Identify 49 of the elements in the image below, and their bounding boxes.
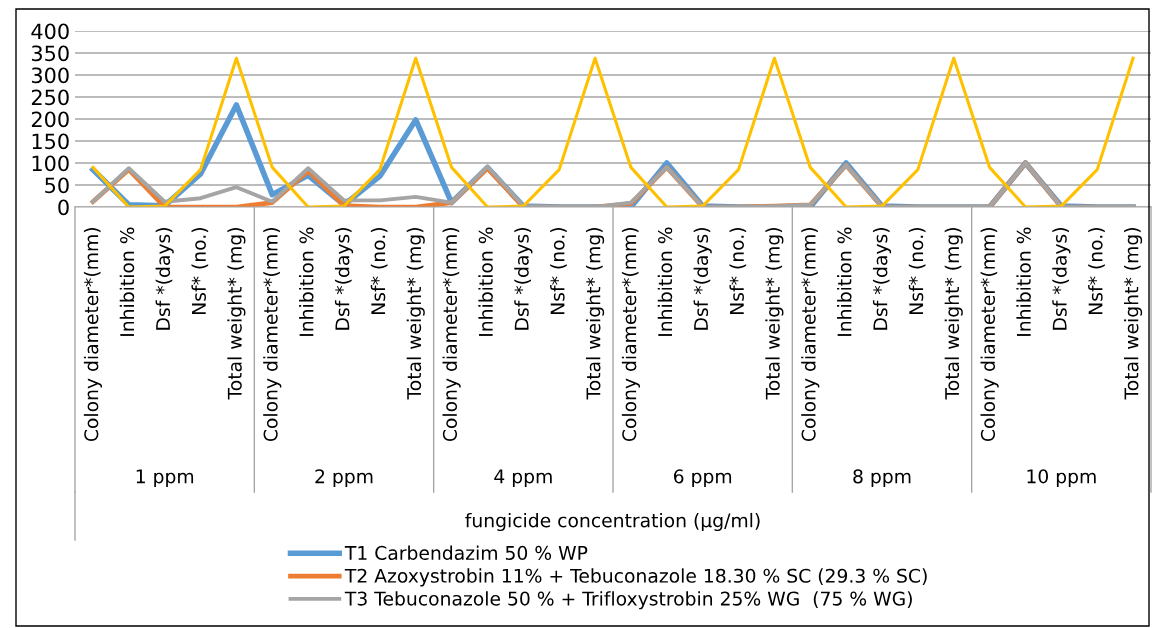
text: 2 ppm	[315, 469, 373, 488]
x-tick-label: Nsf* (no.)	[908, 228, 926, 314]
x-tick-label: Nsf* (no.)	[729, 228, 747, 314]
x-tick-label: Total weight* (mg)	[765, 228, 784, 400]
x-tick-label: Dsf *(days)	[693, 228, 712, 330]
x-tick-label: Total weight* (mg)	[406, 228, 425, 400]
text: 8 ppm	[853, 469, 911, 488]
x-tick-label: Total weight* (mg)	[585, 228, 605, 400]
x-tick-label: Colony diameter*(mm)	[801, 228, 820, 442]
x-tick-label: Colony diameter*(mm)	[980, 228, 999, 442]
x-tick-label: Dsf *(days)	[872, 228, 892, 330]
y-tick-label: 150	[32, 133, 69, 150]
x-tick-label: Inhibition %	[299, 227, 314, 336]
text: 6 ppm	[674, 469, 732, 488]
x-tick-label: Inhibition %	[837, 227, 852, 336]
x-tick-label: Nsf* (no.)	[191, 228, 209, 314]
x-tick-label: Colony diameter*(mm)	[621, 228, 641, 442]
text: 4 ppm	[494, 469, 552, 488]
y-tick-label: 200	[31, 111, 69, 128]
x-tick-label: Colony diameter*(mm)	[83, 228, 103, 442]
x-tick-label: Dsf *(days)	[334, 228, 354, 330]
x-tick-label: Total weight* (mg)	[227, 228, 246, 400]
x-tick-label: Inhibition %	[657, 227, 673, 336]
x-tick-label: Nsf* (no.)	[370, 228, 388, 314]
x-tick-label: Nsf* (no.)	[550, 228, 567, 314]
x-tick-label: Dsf *(days)	[155, 228, 174, 330]
text: 1 ppm	[136, 469, 194, 488]
x-tick-label: Nsf* (no.)	[1088, 228, 1105, 314]
y-tick-label: 50	[45, 177, 69, 194]
x-tick-label: Total weight* (mg)	[944, 228, 963, 400]
x-tick-label: Dsf *(days)	[1052, 228, 1071, 330]
x-tick-label: Dsf *(days)	[514, 228, 533, 330]
legend-label: T1 Carbendazim 50 % WP	[344, 545, 588, 561]
x-axis-title: fungicide concentration (µg/ml)	[465, 512, 760, 532]
y-tick-label: 400	[31, 23, 69, 40]
x-tick-label: Colony diameter*(mm)	[263, 228, 282, 442]
text: 10 ppm	[1027, 469, 1096, 488]
legend-label: T2 Azoxystrobin 11% + Tebuconazole 18.30 % SC (29.3 % SC)	[344, 568, 927, 587]
x-tick-label: Inhibition %	[119, 227, 135, 336]
x-tick-label: Colony diameter*(mm)	[442, 228, 461, 442]
y-tick-label: 350	[31, 45, 69, 62]
y-tick-label: 0	[58, 199, 69, 216]
y-tick-label: 300	[31, 67, 69, 84]
y-tick-label: 100	[32, 155, 69, 172]
x-tick-label: Total weight* (mg)	[1123, 228, 1143, 400]
x-tick-label: Inhibition %	[1016, 227, 1031, 336]
legend-label: T3 Tebuconazole 50 % + Trifloxystrobin 25% WG (75 % WG)	[344, 591, 912, 610]
y-tick-label: 250	[31, 89, 69, 106]
x-tick-label: Inhibition %	[478, 227, 493, 336]
